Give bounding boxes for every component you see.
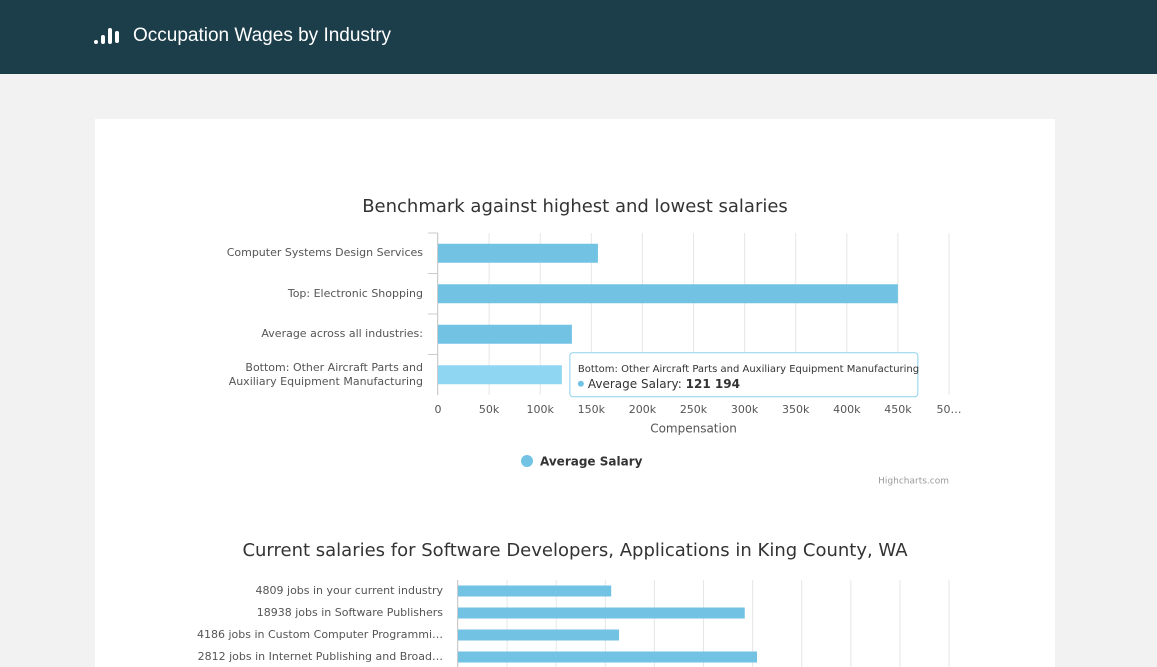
- legend-label[interactable]: Average Salary: [540, 455, 643, 469]
- x-tick-label: 200k: [629, 403, 657, 416]
- bar: [458, 651, 758, 663]
- y-tick-label: Computer Systems Design Services: [226, 246, 423, 260]
- category-label-box: Average across all industries:: [261, 327, 423, 341]
- bar: [458, 629, 620, 641]
- bar: [458, 607, 745, 619]
- y-tick-label: 2812 jobs in Internet Publishing and Bro…: [198, 650, 443, 663]
- x-axis-title: Compensation: [650, 422, 737, 436]
- legend-marker: [521, 455, 533, 467]
- y-tick-label: 4809 jobs in your current industry: [256, 584, 444, 597]
- x-tick-label: 300k: [731, 403, 759, 416]
- bar: [438, 243, 598, 263]
- x-tick-label: 450k: [884, 403, 912, 416]
- chart-title: Current salaries for Software Developers…: [242, 540, 908, 561]
- bar: [438, 324, 572, 344]
- chart-title: Benchmark against highest and lowest sal…: [362, 196, 788, 217]
- bar: [438, 284, 898, 304]
- tooltip-marker: [577, 380, 584, 387]
- header-title: Occupation Wages by Industry: [133, 25, 392, 46]
- x-tick-label: 50…: [937, 403, 962, 416]
- x-tick-label: 0: [435, 403, 442, 416]
- category-label-box: Bottom: Other Aircraft Parts and Auxilia…: [228, 360, 423, 388]
- x-tick-label: 150k: [578, 403, 606, 416]
- category-label-box: Computer Systems Design Services: [226, 246, 423, 260]
- x-tick-label: 100k: [527, 403, 555, 416]
- tooltip-title: Bottom: Other Aircraft Parts and Auxilia…: [578, 364, 919, 375]
- credit: Highcharts.com: [878, 477, 949, 487]
- tooltip-line: Average Salary: 121 194: [588, 376, 740, 390]
- y-tick-label: 18938 jobs in Software Publishers: [257, 606, 443, 619]
- bar: [438, 365, 562, 385]
- x-tick-label: 250k: [680, 403, 708, 416]
- category-label-box: Top: Electronic Shopping: [287, 286, 423, 300]
- y-tick-label: Top: Electronic Shopping: [287, 286, 423, 300]
- x-tick-label: 350k: [782, 403, 810, 416]
- logo: [94, 28, 119, 44]
- x-tick-label: 400k: [833, 403, 861, 416]
- bar: [458, 585, 612, 597]
- tooltip-value: 121 194: [686, 376, 740, 390]
- tooltip-box: [569, 352, 919, 398]
- y-tick-label: Average across all industries:: [261, 327, 423, 341]
- y-tick-label: 4186 jobs in Custom Computer Programmi…: [197, 628, 443, 641]
- y-tick-label: Bottom: Other Aircraft Parts and Auxilia…: [228, 360, 423, 388]
- x-tick-label: 50k: [479, 403, 500, 416]
- header: Occupation Wages by Industry: [0, 0, 1157, 74]
- tooltip-series: Average Salary:: [588, 376, 682, 390]
